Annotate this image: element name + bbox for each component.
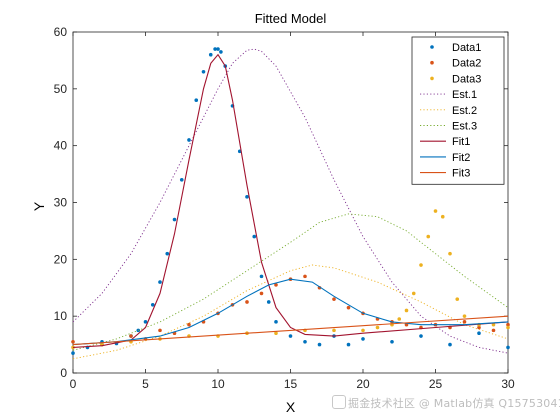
point-data1 [266,300,271,304]
point-data1 [71,351,75,355]
point-data2 [274,283,278,287]
x-tick-label: 10 [211,377,225,391]
point-data2 [158,328,162,333]
point-data1 [390,339,394,344]
point-data2 [129,334,133,338]
point-data1 [158,280,162,284]
point-data1 [143,320,148,324]
x-tick-label: 30 [501,377,515,391]
legend-marker-data3 [430,76,434,81]
x-tick-label: 25 [429,377,443,391]
point-data1 [219,50,223,54]
point-data2 [477,325,481,330]
point-data1 [172,217,177,222]
point-data2 [187,322,191,327]
point-data3 [455,297,460,301]
point-data2 [491,328,496,333]
watermark: 掘金技术社区 @ Matlab仿真 Q1575304183 [332,395,560,411]
y-tick-label: 20 [54,252,68,266]
point-data1 [274,320,278,324]
y-tick-label: 30 [54,196,68,210]
point-data3 [419,263,423,267]
line-est-3 [72,213,509,351]
point-data1 [213,47,217,51]
point-data1 [259,274,264,279]
point-data3 [332,328,336,333]
point-data1 [317,342,322,347]
point-data1 [187,138,191,142]
legend-marker-data2 [430,60,434,65]
y-tick-label: 50 [54,82,68,96]
point-data1 [252,234,257,239]
point-data1 [419,334,423,338]
legend-label-data3: Data3 [452,73,481,85]
x-tick-label: 5 [142,377,149,391]
point-data3 [411,291,416,296]
point-data3 [448,251,452,256]
point-data1 [201,69,206,74]
line-fit3 [72,315,509,346]
line-est-1 [72,48,509,354]
point-data1 [361,337,365,341]
point-data2 [506,322,510,327]
point-data2 [332,297,336,301]
point-data1 [448,342,452,347]
point-data1 [506,345,510,350]
point-data3 [491,322,496,327]
legend-label-fit2: Fit2 [452,152,470,164]
legend-label-fit3: Fit3 [452,168,470,180]
point-data1 [165,251,170,256]
line-fit1 [72,53,509,348]
legend-label-data1: Data1 [452,42,481,54]
x-tick-label: 15 [284,377,298,391]
point-data1 [150,303,155,307]
point-data3 [274,331,278,336]
y-tick-label: 40 [54,139,68,153]
point-data1 [179,177,184,182]
watermark-icon [332,395,346,409]
legend-marker-data1 [430,45,434,49]
line-est-2 [72,264,509,360]
legend-label-est-1: Est.1 [452,89,477,101]
point-data3 [397,317,402,321]
point-data1 [303,339,307,344]
point-data3 [440,214,445,219]
point-data2 [462,320,467,324]
x-tick-label: 0 [70,377,77,391]
point-data1 [245,195,249,199]
x-tick-label: 20 [356,377,370,391]
point-data1 [477,331,481,336]
point-data2 [303,274,307,279]
y-tick-label: 60 [54,25,68,39]
legend-label-data2: Data2 [452,58,481,70]
legend-box [411,36,505,185]
point-data3 [462,314,467,318]
point-data3 [404,308,409,313]
point-data2 [259,291,264,296]
x-axis-label: X [286,399,296,415]
point-data3 [426,234,431,239]
legend-label-fit1: Fit1 [452,136,470,148]
legend-label-est-3: Est.3 [452,121,477,133]
point-data3 [375,325,380,330]
line-fit2 [72,278,509,346]
point-data3 [433,209,438,213]
y-tick-label: 0 [60,366,67,380]
legend-label-est-2: Est.2 [452,105,477,117]
point-data3 [71,345,75,350]
point-data3 [361,328,365,333]
point-data1 [216,47,220,51]
point-data2 [346,305,351,310]
point-data3 [506,325,510,330]
point-data1 [288,334,293,338]
point-data1 [346,342,351,347]
point-data1 [194,98,199,102]
point-data2 [245,300,249,304]
point-data1 [208,52,213,57]
point-data2 [71,339,75,344]
y-tick-label: 10 [54,309,68,323]
y-axis-label: Y [31,201,47,211]
chart-title: Fitted Model [255,11,327,26]
